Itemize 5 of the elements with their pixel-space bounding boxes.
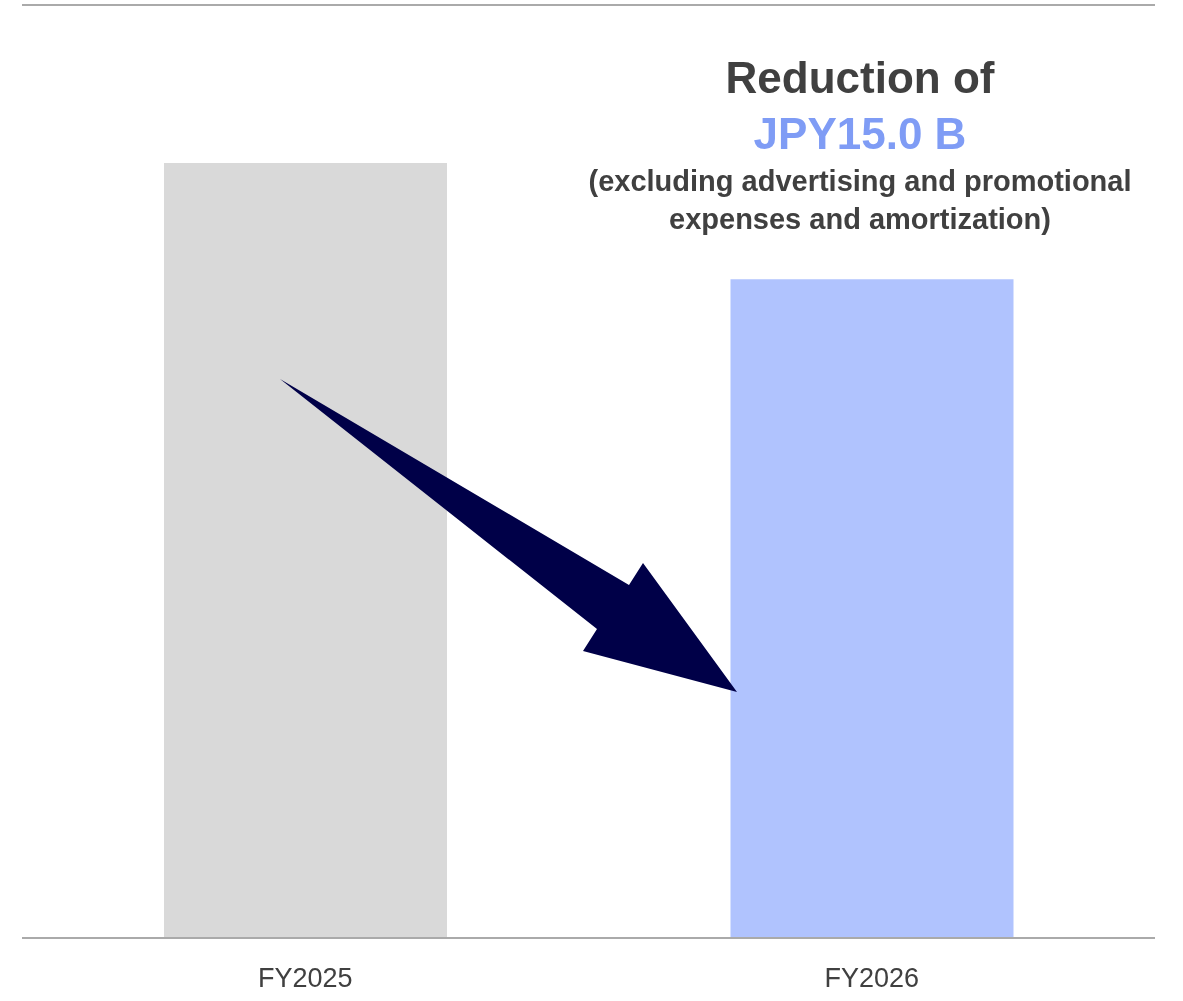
- annotation: (excluding advertising and promotional expenses and amortization): [587, 164, 1133, 237]
- x-tick-label: FY2025: [257, 963, 353, 994]
- text: Reduction of: [725, 52, 995, 104]
- text: JPY15.0 B: [753, 108, 967, 160]
- x-tick-label: FY2026: [824, 963, 920, 994]
